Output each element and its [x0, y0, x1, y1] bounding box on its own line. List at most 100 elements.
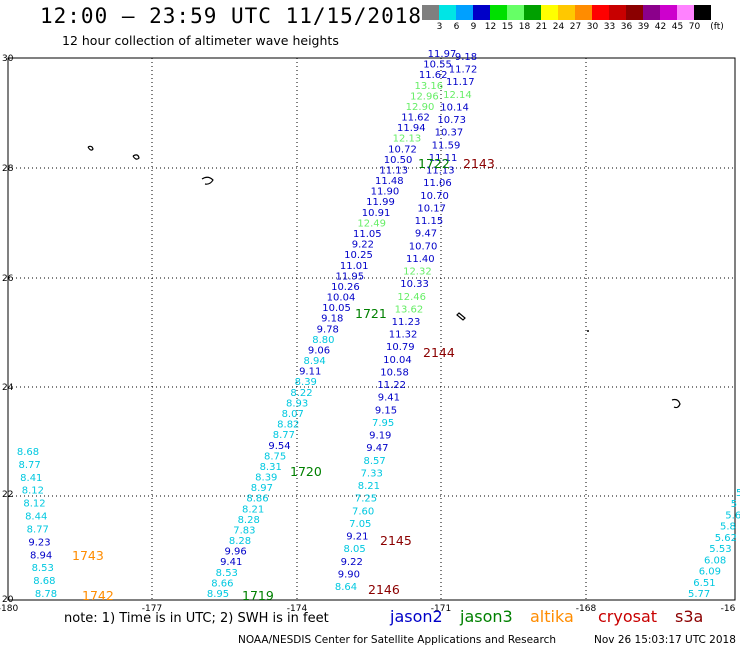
lat-tick-label: 20: [2, 595, 14, 605]
wave-height-label: 10.70: [409, 241, 438, 252]
lon-tick-label: -168: [576, 604, 597, 614]
scale-label: 21: [535, 22, 548, 32]
wave-height-label: 10.79: [386, 342, 415, 353]
scale-label: 42: [654, 22, 667, 32]
wave-height-label: 5.6: [725, 510, 740, 521]
wave-height-label: 6.08: [704, 555, 726, 566]
wave-height-label: 7.25: [355, 494, 377, 505]
satellite-legend-s3a: s3a: [675, 607, 704, 626]
lon-tick-label: -174: [287, 604, 308, 614]
wave-height-label: 8.57: [363, 456, 385, 467]
wave-height-label: 11.94: [397, 123, 426, 134]
wave-height-label: 8.28: [238, 515, 260, 526]
wave-height-label: 10.73: [437, 115, 466, 126]
scale-swatch: [541, 5, 558, 20]
lon-tick-label: -177: [142, 604, 162, 614]
wave-height-label: 10.17: [417, 203, 446, 214]
pass-number-label: 2144: [423, 345, 455, 360]
wave-height-label: 8.94: [30, 550, 52, 561]
scale-label: 12: [484, 22, 497, 32]
pass-number-label: 2145: [380, 533, 412, 548]
scale-unit: (ft): [710, 22, 724, 32]
wave-height-label: 8.07: [282, 409, 304, 420]
map-border: [7, 57, 736, 601]
wave-height-label: 8.68: [17, 447, 39, 458]
wave-height-label: 10.37: [435, 128, 464, 139]
wave-height-label: 9.18: [321, 314, 343, 325]
wave-height-label: 8.66: [211, 578, 233, 589]
wave-height-label: 8.31: [260, 462, 282, 473]
wave-height-label: 7.33: [361, 468, 383, 479]
island-outlines: [87, 145, 681, 409]
scale-swatch: [677, 5, 694, 20]
wave-height-label: 12.13: [393, 134, 422, 145]
wave-height-label: 10.91: [362, 208, 391, 219]
scale-swatch: [660, 5, 677, 20]
scale-label: 15: [501, 22, 514, 32]
altimeter-tracks: 8.788.688.538.949.238.778.448.128.128.41…: [17, 49, 740, 600]
wave-height-label: 10.04: [383, 355, 412, 366]
scale-swatch: [439, 5, 456, 20]
wave-height-label: 11.40: [406, 254, 435, 265]
wave-height-label: 10.50: [384, 155, 413, 166]
scale-swatch: [558, 5, 575, 20]
wave-height-label: 5: [731, 499, 737, 510]
satellite-legend-altika: altika: [530, 607, 574, 626]
wave-height-label: 8.12: [23, 499, 45, 510]
wave-height-label: 11.97: [428, 49, 457, 60]
wave-height-label: 8.22: [290, 388, 312, 399]
wave-height-label: 8.05: [343, 544, 365, 555]
wave-height-label: 11.22: [377, 380, 406, 391]
wave-height-label: 8.21: [358, 481, 380, 492]
wave-height-label: 8.12: [22, 486, 44, 497]
wave-height-label: 8.80: [312, 335, 334, 346]
scale-label: 45: [671, 22, 684, 32]
wave-height-label: 10.33: [400, 279, 429, 290]
pass-number-label: 1743: [72, 548, 104, 563]
pass-number-label: 1720: [290, 464, 322, 479]
wave-height-label: 12.49: [357, 218, 386, 229]
satellite-legend-jason3: jason3: [460, 607, 513, 626]
wave-height-label: 9.06: [308, 346, 330, 357]
wave-height-label: 10.04: [327, 293, 356, 304]
pass-number-label: 1722: [418, 156, 450, 171]
wave-height-label: 11.32: [389, 330, 418, 341]
wave-height-label: 11.48: [375, 176, 404, 187]
footnote: note: 1) Time is in UTC; 2) SWH is in fe…: [64, 611, 329, 626]
pass-number-label: 2146: [368, 582, 400, 597]
wave-height-label: 9.22: [341, 557, 363, 568]
satellite-legend-jason2: jason2: [390, 607, 443, 626]
scale-swatch: [609, 5, 626, 20]
wave-height-label: 8.94: [303, 356, 325, 367]
wave-height-label: 13.16: [414, 81, 443, 92]
wave-height-label: 12.14: [443, 90, 472, 101]
wave-height-label: 9.54: [268, 441, 290, 452]
scale-label: 3: [436, 22, 443, 32]
island-outline: [87, 145, 94, 151]
wave-height-label: 9.90: [338, 569, 360, 580]
wave-height-label: 8.44: [25, 512, 47, 523]
wave-height-label: 9.21: [346, 532, 368, 543]
wave-height-label: 10.05: [322, 303, 351, 314]
wave-height-label: 11.06: [423, 178, 452, 189]
wave-height-label: 11.11: [429, 153, 458, 164]
wave-height-label: 8.93: [286, 398, 308, 409]
wave-height-label: 11.72: [449, 65, 478, 76]
wave-height-label: 5: [736, 488, 740, 499]
lon-tick-label: -171: [431, 604, 451, 614]
wave-height-label: 10.58: [380, 368, 409, 379]
map-frame: [7, 57, 736, 601]
scale-swatch: [422, 5, 439, 20]
wave-height-label: 9.11: [299, 367, 321, 378]
scale-swatch: [643, 5, 660, 20]
wave-height-label: 8.53: [216, 568, 238, 579]
pass-labels: 1743 1742 1720 1719 1721 1722 2143 2144 2145 2146: [72, 156, 495, 603]
pass-number-label: 1742: [82, 588, 114, 603]
wave-height-label: 8.64: [335, 582, 357, 593]
pass-number-label: 1719: [242, 588, 274, 603]
scale-label: 33: [603, 22, 616, 32]
wave-height-label: 8.77: [273, 430, 295, 441]
wave-height-label: 9.22: [352, 240, 374, 251]
wave-height-label: 7.05: [349, 519, 371, 530]
lat-tick-label: 26: [2, 274, 14, 284]
